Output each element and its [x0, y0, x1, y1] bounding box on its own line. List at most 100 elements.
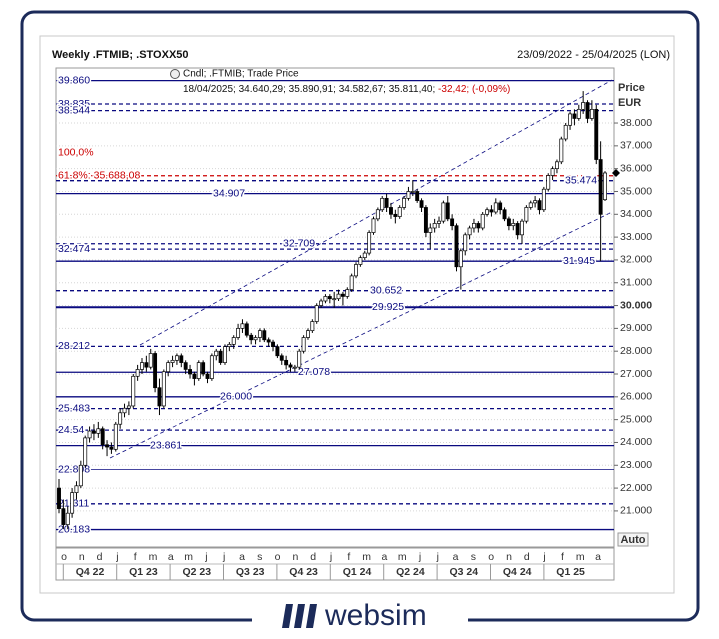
- candle-body: [209, 355, 214, 379]
- y-tick-label: 36.000: [620, 162, 652, 174]
- candle-body: [100, 428, 105, 446]
- candle-body: [463, 234, 468, 252]
- candle-body: [576, 108, 581, 119]
- candle-body: [105, 444, 109, 448]
- candle-body: [432, 223, 437, 229]
- candle-body: [266, 339, 271, 343]
- x-month-label: j: [436, 551, 439, 563]
- candle-body: [279, 355, 284, 361]
- level-label: 61.8%: 35.688,08: [58, 170, 140, 182]
- candle-body: [419, 200, 424, 208]
- x-month-label: s: [257, 551, 262, 563]
- level-label: 29.925: [372, 301, 404, 313]
- x-month-label: f: [134, 551, 137, 563]
- candle-body: [585, 102, 590, 119]
- candle-body: [563, 124, 568, 140]
- candle-body: [345, 289, 350, 297]
- x-month-label: a: [239, 551, 245, 563]
- candle-body: [179, 355, 184, 363]
- candle-body: [327, 296, 332, 300]
- x-month-label: o: [275, 551, 281, 563]
- auto-label[interactable]: Auto: [620, 534, 645, 546]
- candle-body: [135, 369, 140, 377]
- candle-body: [332, 298, 337, 301]
- candle-body: [493, 202, 498, 213]
- candle-body: [568, 113, 573, 126]
- candle-body: [415, 191, 420, 201]
- channel-lower: [109, 211, 613, 459]
- x-month-label: m: [362, 551, 371, 563]
- candle-body: [223, 346, 227, 363]
- last-change: -32,42; (-0,09%): [438, 84, 510, 95]
- level-label: 25.483: [58, 402, 90, 414]
- candle-body: [428, 227, 433, 233]
- panel: [39, 35, 675, 594]
- candle-body: [192, 373, 197, 379]
- candle-body: [476, 223, 481, 229]
- candle-body: [275, 346, 280, 357]
- candle-body: [594, 108, 599, 160]
- y-tick-label: 31.000: [620, 277, 652, 289]
- candle-body: [354, 264, 358, 277]
- candle-body: [262, 330, 267, 341]
- candle-body: [423, 207, 428, 233]
- x-month-label: d: [97, 551, 103, 563]
- candle-body: [96, 428, 101, 434]
- candle-body: [450, 218, 455, 227]
- y-tick-label: 25.000: [620, 413, 652, 425]
- candle-body: [83, 437, 88, 466]
- axis-title: Price: [618, 82, 645, 94]
- date-range: 23/09/2022 - 25/04/2025 (LON): [517, 49, 670, 61]
- candle-body: [257, 330, 262, 338]
- level-label: 31.945: [563, 255, 595, 267]
- candle-body: [231, 337, 236, 345]
- candle-body: [70, 492, 75, 514]
- x-quarter-label: Q3 24: [449, 566, 478, 578]
- candle-body: [214, 350, 219, 357]
- y-tick-label: 38.000: [620, 117, 652, 129]
- level-label: 26.000: [220, 391, 252, 403]
- level-label: 23.861: [150, 439, 182, 451]
- x-month-label: d: [310, 551, 316, 563]
- x-month-label: a: [168, 551, 174, 563]
- y-tick-label: 28.000: [620, 345, 652, 357]
- candle-body: [520, 220, 524, 236]
- candle-body: [113, 423, 118, 450]
- level-label: 24.54: [58, 424, 84, 436]
- x-month-label: s: [471, 551, 476, 563]
- candle-body: [371, 218, 376, 233]
- candle-body: [515, 223, 520, 236]
- level-label: 39.860: [58, 74, 90, 86]
- candle-body: [183, 362, 188, 370]
- y-tick-label: 34.000: [620, 208, 652, 220]
- candle-body: [402, 197, 407, 208]
- candle-body: [271, 341, 275, 347]
- candle-body: [467, 227, 472, 236]
- x-month-label: a: [453, 551, 459, 563]
- y-tick-label: 29.000: [620, 322, 652, 334]
- candle-body: [340, 293, 345, 297]
- candle-body: [244, 323, 249, 336]
- candle-body: [249, 334, 254, 341]
- last-bar-values: 18/04/2025; 34.640,29; 35.890,91; 34.582…: [183, 84, 435, 95]
- auto-button[interactable]: [617, 532, 649, 547]
- candle-body: [78, 464, 83, 487]
- x-month-label: j: [222, 551, 225, 563]
- x-month-label: o: [488, 551, 494, 563]
- candle-body: [445, 202, 450, 220]
- candle-body: [524, 207, 529, 222]
- candle-body: [196, 362, 201, 379]
- candle-body: [367, 232, 372, 254]
- candle-body: [502, 209, 507, 220]
- candle-body: [454, 225, 459, 268]
- candle-body: [441, 202, 446, 222]
- candle-body: [91, 430, 96, 434]
- y-tick-label: 21.000: [620, 505, 652, 517]
- level-label: 34.907: [213, 187, 245, 199]
- candle-body: [406, 191, 411, 199]
- candle-body: [301, 337, 306, 352]
- x-quarter-label: Q1 23: [129, 566, 158, 578]
- x-quarter-label: Q2 23: [182, 566, 211, 578]
- x-quarter-label: Q4 22: [76, 566, 105, 578]
